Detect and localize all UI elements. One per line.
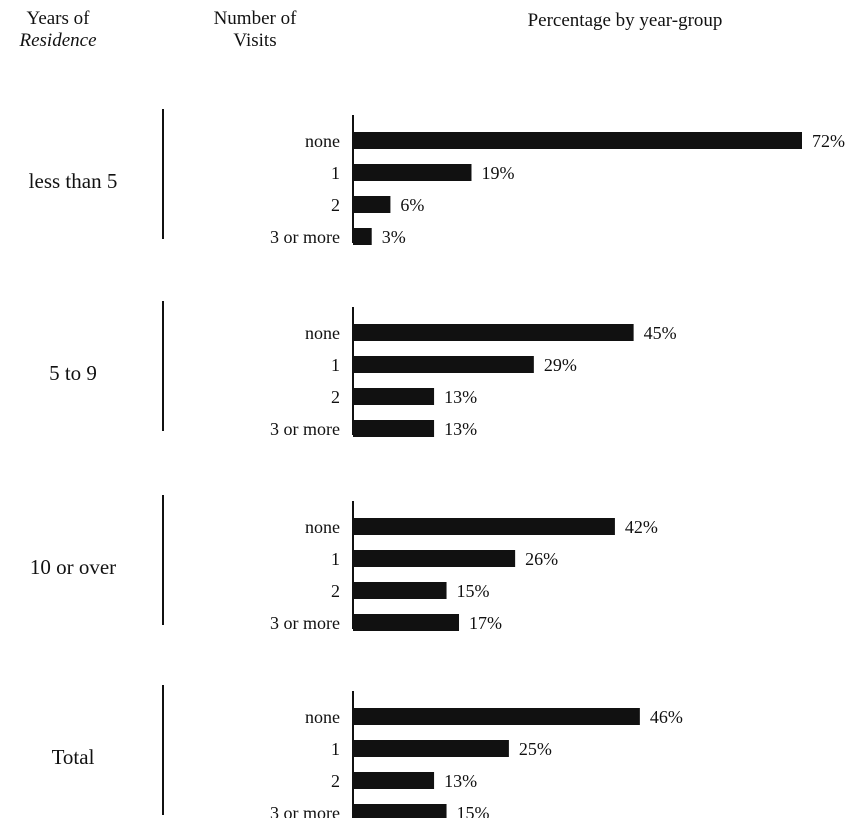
value-label: 26% [525,549,558,569]
category-label: none [305,707,340,727]
value-label: 15% [457,581,490,601]
value-label: 46% [650,707,683,727]
value-label: 6% [400,195,424,215]
group-label: Total [52,745,95,769]
bar [353,196,391,213]
category-label: 3 or more [270,227,340,247]
group-label: less than 5 [29,169,118,193]
category-label: 1 [331,163,340,183]
bar [353,228,372,245]
value-label: 42% [625,517,658,537]
category-label: 2 [331,387,340,407]
value-label: 13% [444,771,477,791]
group-label: 5 to 9 [49,361,97,385]
percentage-header-text: Percentage by year-group [527,10,723,31]
value-label: 13% [444,419,477,439]
bar [353,164,472,181]
years-header-line1: Years of [26,8,90,29]
category-label: 2 [331,771,340,791]
group-label: 10 or over [30,555,116,579]
category-label: 2 [331,581,340,601]
value-label: 3% [382,227,406,247]
category-label: 1 [331,549,340,569]
bar [353,772,435,789]
category-label: none [305,131,340,151]
category-label: 1 [331,355,340,375]
bar [353,388,435,405]
years-of-residence-header: Years of Residence [4,8,112,52]
bar [353,356,534,373]
bar [353,324,634,341]
value-label: 25% [519,739,552,759]
value-label: 15% [457,803,490,818]
category-label: 3 or more [270,613,340,633]
years-header-line2: Residence [19,30,97,51]
category-label: 3 or more [270,419,340,439]
value-label: 13% [444,387,477,407]
bar [353,740,509,757]
value-label: 29% [544,355,577,375]
category-label: 3 or more [270,803,340,818]
bar [353,420,435,437]
category-label: 1 [331,739,340,759]
bar [353,550,516,567]
bar [353,804,447,818]
value-label: 19% [481,163,514,183]
percentage-header: Percentage by year-group [470,10,780,32]
bar [353,708,640,725]
value-label: 45% [644,323,677,343]
bar [353,518,615,535]
visits-header-line1: Number of [213,8,297,29]
category-label: none [305,323,340,343]
bar [353,582,447,599]
category-label: none [305,517,340,537]
bar [353,614,460,631]
value-label: 17% [469,613,502,633]
visits-header-line2: Visits [233,30,277,51]
bar [353,132,802,149]
value-label: 72% [812,131,845,151]
category-label: 2 [331,195,340,215]
number-of-visits-header: Number of Visits [190,8,320,52]
